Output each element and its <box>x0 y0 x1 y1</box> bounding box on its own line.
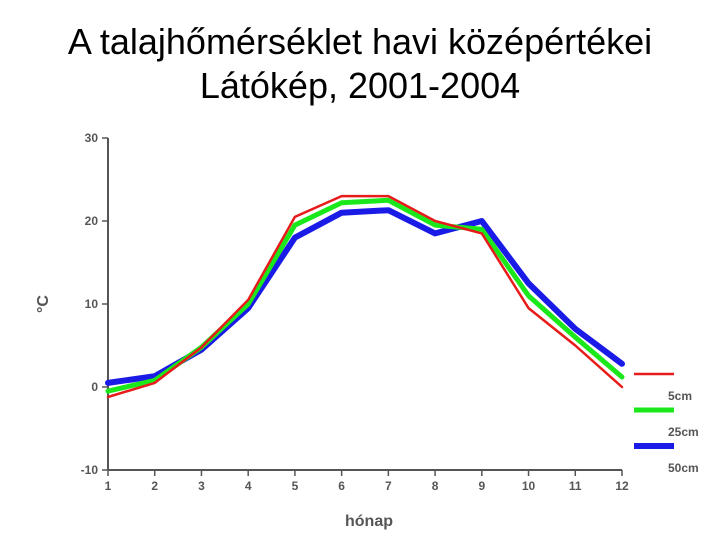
y-tick-label: 0 <box>91 380 98 394</box>
chart-title-block: A talajhőmérséklet havi középértékei Lát… <box>0 20 720 108</box>
x-tick-label: 2 <box>151 479 158 493</box>
y-tick-label: 20 <box>85 214 99 228</box>
x-axis-label: hónap <box>345 513 393 530</box>
legend: 5cm 25cm 50cm <box>634 372 699 475</box>
x-tick-label: 10 <box>522 479 536 493</box>
x-tick-label: 4 <box>245 479 252 493</box>
y-tick-label: 10 <box>85 297 99 311</box>
chart-title: A talajhőmérséklet havi középértékei <box>67 21 653 62</box>
x-tick-label: 9 <box>478 479 485 493</box>
x-tick-label: 7 <box>385 479 392 493</box>
legend-label-5cm: 5cm <box>668 389 692 403</box>
x-tick-label: 11 <box>569 479 582 493</box>
legend-label-50cm: 50cm <box>668 461 699 475</box>
y-axis-label: °C <box>35 295 52 313</box>
series-layer <box>105 194 625 399</box>
x-tick-label: 5 <box>292 479 299 493</box>
y-tick-label: 30 <box>85 131 99 145</box>
x-tick-label: 1 <box>105 479 112 493</box>
x-tick-label: 6 <box>338 479 345 493</box>
x-tick-label: 3 <box>198 479 205 493</box>
y-tick-label: -10 <box>81 463 99 477</box>
x-tick-label: 8 <box>432 479 439 493</box>
chart-subtitle: Látókép, 2001-2004 <box>199 65 521 106</box>
legend-label-25cm: 25cm <box>668 425 699 439</box>
x-tick-label: 12 <box>615 479 629 493</box>
series-line-5cm <box>106 194 624 399</box>
